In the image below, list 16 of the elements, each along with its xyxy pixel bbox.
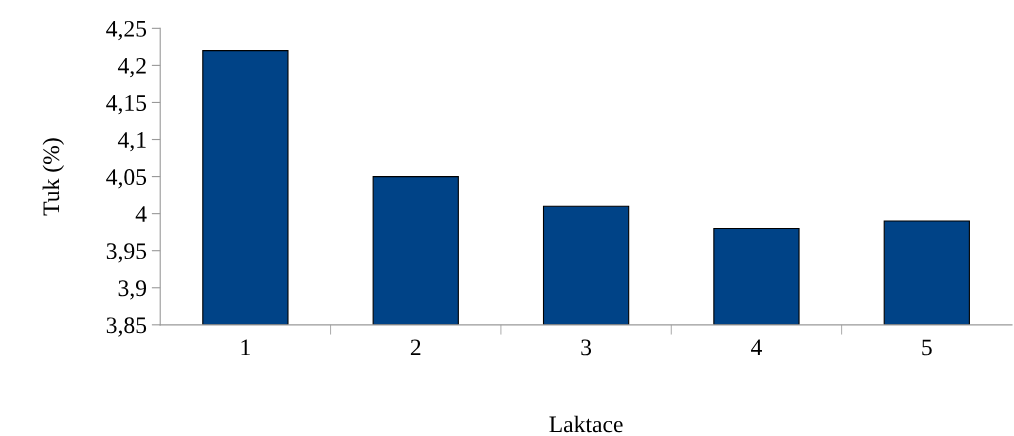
x-tick-label: 4: [751, 339, 762, 356]
x-tick-label: 5: [922, 339, 932, 356]
y-tick-label: 4,05: [106, 169, 147, 189]
y-tick-label: 3,95: [106, 243, 147, 263]
x-tick-label: 2: [410, 339, 421, 356]
y-axis-title: Tuk (%): [42, 138, 65, 216]
y-tick-label: 4: [135, 206, 147, 222]
y-tick-label: 4,2: [117, 57, 146, 78]
x-tick-label: 1: [241, 339, 250, 356]
y-tick-label: 4,1: [117, 132, 146, 152]
y-tick-label: 4,25: [106, 20, 147, 41]
y-tick-label: 3,9: [118, 280, 147, 300]
y-tick-label: 4,15: [106, 95, 147, 115]
x-axis-title: Laktace: [549, 415, 623, 433]
x-tick-label: 3: [581, 339, 592, 356]
y-tick-label: 3,85: [106, 317, 147, 337]
